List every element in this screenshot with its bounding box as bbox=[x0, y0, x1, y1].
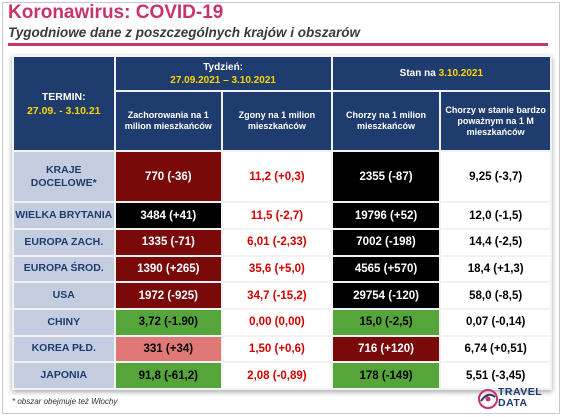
table-row: EUROPA ZACH. 1335 (-71) 6,01 (-2,33) 700… bbox=[14, 229, 550, 255]
week-value: 27.09.2021 – 3.10.2021 bbox=[170, 74, 276, 86]
row-label: EUROPA ŚROD. bbox=[14, 256, 114, 282]
sick-cell: 7002 (-198) bbox=[332, 229, 440, 255]
table-row: KOREA PŁD. 331 (+34) 1,50 (+0,6) 716 (+1… bbox=[14, 336, 550, 362]
cases-cell: 91,8 (-61,2) bbox=[115, 363, 222, 388]
cases-cell: 1972 (-925) bbox=[115, 283, 222, 308]
sick-cell: 2355 (-87) bbox=[332, 152, 440, 202]
table-row: KRAJE DOCELOWE* 770 (-36) 11,2 (+0,3) 23… bbox=[14, 152, 550, 202]
week-header: Tydzień: 27.09.2021 – 3.10.2021 bbox=[115, 57, 331, 90]
cases-cell: 3,72 (-1.90) bbox=[115, 309, 222, 335]
termin-label: TERMIN: bbox=[41, 90, 86, 103]
row-label: WIELKA BRYTANIA bbox=[14, 203, 114, 228]
deaths-cell: 1,50 (+0,6) bbox=[223, 336, 331, 362]
sick-cell: 19796 (+52) bbox=[332, 203, 440, 228]
deaths-cell: 11,2 (+0,3) bbox=[223, 152, 331, 202]
deaths-cell: 2,08 (-0,89) bbox=[223, 363, 331, 388]
severe-cell: 18,4 (+1,3) bbox=[441, 256, 550, 282]
page-subtitle: Tygodniowe dane z poszczególnych krajów … bbox=[8, 25, 361, 40]
severe-cell: 9,25 (-3,7) bbox=[441, 152, 550, 202]
col-deaths-header: Zgony na 1 milion mieszkańców bbox=[223, 92, 331, 150]
cases-cell: 1335 (-71) bbox=[115, 229, 222, 255]
termin-header: TERMIN: 27.09. - 3.10.21 bbox=[14, 57, 114, 150]
sick-cell: 716 (+120) bbox=[332, 336, 440, 362]
row-label: USA bbox=[14, 283, 114, 308]
severe-cell: 0,07 (-0,14) bbox=[441, 309, 550, 335]
data-table: TERMIN: 27.09. - 3.10.21 Tydzień: 27.09.… bbox=[12, 55, 552, 390]
state-header: Stan na 3.10.2021 bbox=[332, 57, 550, 90]
title-underline bbox=[8, 43, 548, 46]
logo-line1: TRAVEL bbox=[498, 386, 543, 398]
state-value: 3.10.2021 bbox=[438, 68, 484, 79]
data-table-container: TERMIN: 27.09. - 3.10.21 Tydzień: 27.09.… bbox=[12, 55, 552, 390]
logo-line2: DATA bbox=[498, 397, 528, 409]
col-cases-header: Zachorowania na 1 milion mieszkańców bbox=[115, 92, 222, 150]
state-label: Stan na bbox=[399, 68, 439, 79]
logo-mark-icon bbox=[478, 389, 498, 409]
table-row: WIELKA BRYTANIA 3484 (+41) 11,5 (-2,7) 1… bbox=[14, 203, 550, 228]
sick-cell: 15,0 (-2,5) bbox=[332, 309, 440, 335]
deaths-cell: 35,6 (+5,0) bbox=[223, 256, 331, 282]
cases-cell: 331 (+34) bbox=[115, 336, 222, 362]
row-label: JAPONIA bbox=[14, 363, 114, 388]
week-label: Tydzień: bbox=[203, 61, 244, 73]
cases-cell: 3484 (+41) bbox=[115, 203, 222, 228]
deaths-cell: 6,01 (-2,33) bbox=[223, 229, 331, 255]
row-label: KRAJE DOCELOWE* bbox=[14, 152, 114, 202]
sick-cell: 4565 (+570) bbox=[332, 256, 440, 282]
col-severe-header: Chorzy w stanie bardzo poważnym na 1 M m… bbox=[441, 92, 550, 150]
col-sick-header: Chorzy na 1 milion mieszkańców bbox=[332, 92, 440, 150]
logo-text: TRAVEL DATA bbox=[498, 387, 542, 409]
deaths-cell: 0,00 (0,00) bbox=[223, 309, 331, 335]
footnote: * obszar obejmuje też Włochy bbox=[12, 397, 118, 406]
severe-cell: 12,0 (-1,5) bbox=[441, 203, 550, 228]
cases-cell: 770 (-36) bbox=[115, 152, 222, 202]
row-label: KOREA PŁD. bbox=[14, 336, 114, 362]
severe-cell: 58,0 (-8,5) bbox=[441, 283, 550, 308]
sick-cell: 178 (-149) bbox=[332, 363, 440, 388]
severe-cell: 14,4 (-2,5) bbox=[441, 229, 550, 255]
deaths-cell: 11,5 (-2,7) bbox=[223, 203, 331, 228]
page-title: Koronawirus: COVID-19 bbox=[8, 2, 224, 23]
row-label: CHINY bbox=[14, 309, 114, 335]
table-row: USA 1972 (-925) 34,7 (-15,2) 29754 (-120… bbox=[14, 283, 550, 308]
sick-cell: 29754 (-120) bbox=[332, 283, 440, 308]
travel-data-logo: TRAVEL DATA bbox=[478, 386, 554, 412]
table-row: JAPONIA 91,8 (-61,2) 2,08 (-0,89) 178 (-… bbox=[14, 363, 550, 388]
table-row: EUROPA ŚROD. 1390 (+265) 35,6 (+5,0) 456… bbox=[14, 256, 550, 282]
table-row: CHINY 3,72 (-1.90) 0,00 (0,00) 15,0 (-2,… bbox=[14, 309, 550, 335]
cases-cell: 1390 (+265) bbox=[115, 256, 222, 282]
severe-cell: 5,51 (-3,45) bbox=[441, 363, 550, 388]
deaths-cell: 34,7 (-15,2) bbox=[223, 283, 331, 308]
severe-cell: 6,74 (+0,51) bbox=[441, 336, 550, 362]
row-label: EUROPA ZACH. bbox=[14, 229, 114, 255]
termin-value: 27.09. - 3.10.21 bbox=[26, 104, 101, 117]
